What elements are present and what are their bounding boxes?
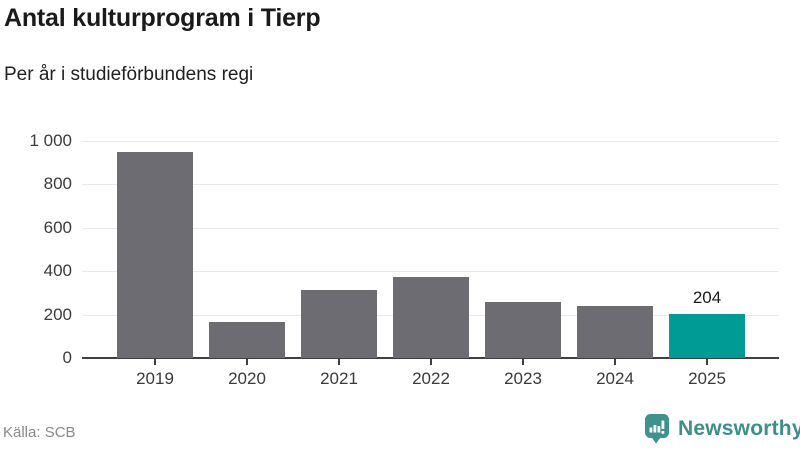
x-axis-tick <box>430 358 432 365</box>
y-axis-tick-label: 400 <box>43 261 72 281</box>
y-axis-tick-label: 1 000 <box>29 131 72 150</box>
newsworthy-bubble-chart-icon <box>645 414 669 444</box>
x-axis-tick <box>614 358 616 365</box>
gridline-400 <box>82 271 779 273</box>
x-axis-label-2019: 2019 <box>136 369 174 388</box>
source-label: Källa: SCB <box>3 424 76 441</box>
chart-title: Antal kulturprogram i Tierp <box>4 4 321 32</box>
x-axis-label-2023: 2023 <box>504 369 542 388</box>
chart-subtitle: Per år i studieförbundens regi <box>4 64 254 85</box>
x-axis-tick <box>246 358 248 365</box>
x-axis-tick <box>154 358 156 365</box>
x-axis-label-2024: 2024 <box>596 369 634 388</box>
bar-2023 <box>485 301 561 358</box>
x-axis-label-2025: 2025 <box>688 369 726 388</box>
x-axis-tick <box>706 358 708 365</box>
bar-2019 <box>117 151 193 358</box>
bar-value-label-2025: 204 <box>692 287 722 307</box>
x-axis-label-2021: 2021 <box>320 369 358 388</box>
bar-2022 <box>393 276 469 358</box>
x-axis-tick <box>522 358 524 365</box>
bar-2021 <box>301 289 377 358</box>
y-axis-tick-label: 800 <box>43 174 72 194</box>
bar-chart-plot-area: 0 200 400 600 800 1 000 2019 2020 2021 2022 2023 20… <box>29 131 779 388</box>
gridline-800 <box>82 184 779 186</box>
bar-2020 <box>209 322 285 358</box>
newsworthy-wordmark: Newsworthy <box>678 416 800 440</box>
y-axis-tick-label: 0 <box>62 348 72 367</box>
y-axis-tick-label: 200 <box>43 304 72 324</box>
x-axis-tick <box>338 358 340 365</box>
bar-2024 <box>577 305 653 358</box>
newsworthy-logo: Newsworthy <box>644 413 800 444</box>
x-axis-label-2020: 2020 <box>228 369 266 388</box>
y-axis-tick-label: 600 <box>43 217 72 237</box>
gridline-600 <box>82 227 779 229</box>
bar-2025 <box>669 313 745 358</box>
x-axis-label-2022: 2022 <box>412 369 450 388</box>
gridline-1000 <box>82 141 779 142</box>
